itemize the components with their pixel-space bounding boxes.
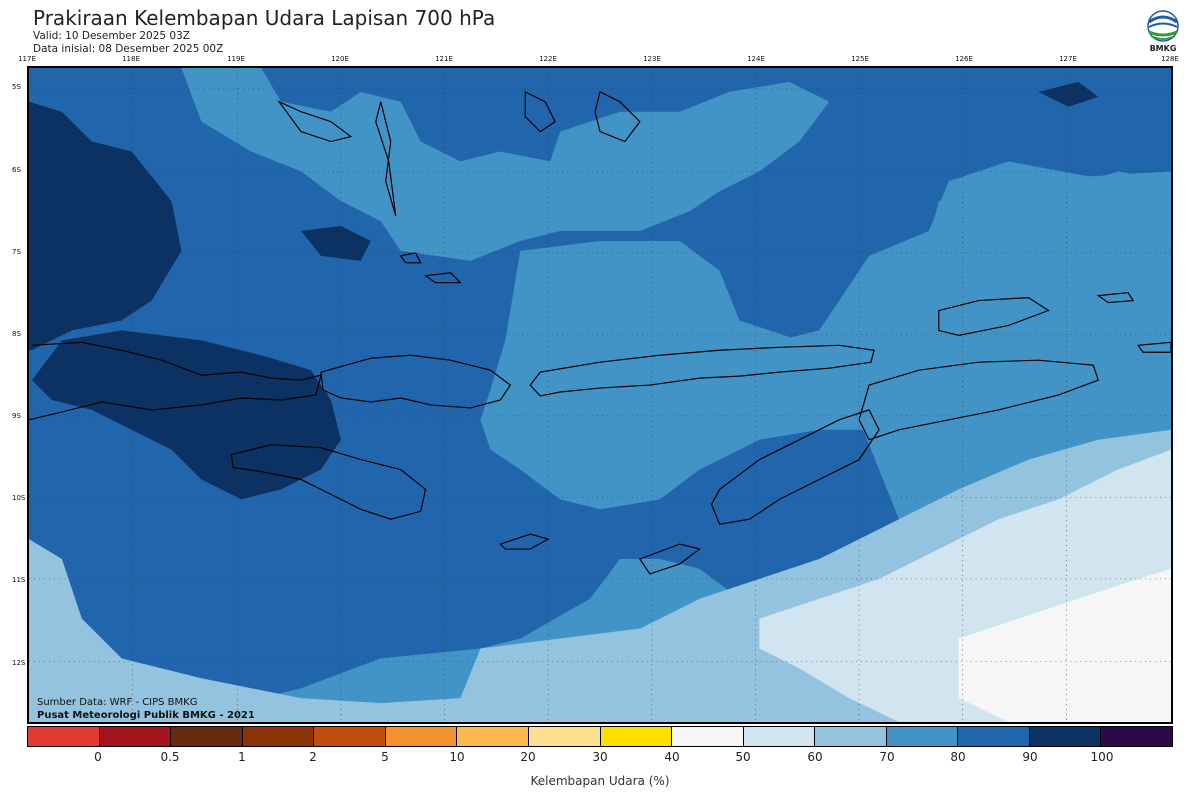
lon-label: 123E	[643, 55, 661, 63]
colorbar-segment	[242, 727, 315, 746]
coast-timor	[710, 409, 880, 525]
lon-label: 125E	[851, 55, 869, 63]
lon-label: 126E	[955, 55, 973, 63]
lat-label: 8S	[12, 330, 21, 338]
humidity-band-90-100-west	[29, 101, 182, 351]
coast-selayar	[277, 100, 353, 143]
coast-flores	[529, 344, 875, 397]
colorbar-segment	[528, 727, 601, 746]
colorbar-segment	[600, 727, 673, 746]
colorbar-segment	[385, 727, 458, 746]
coast-sulawesi-south	[375, 101, 397, 217]
lon-label: 119E	[227, 55, 245, 63]
colorbar-segment	[171, 727, 243, 746]
colorbar-segment	[886, 727, 959, 746]
lat-label: 5S	[12, 83, 21, 91]
lat-label: 12S	[12, 659, 26, 667]
colorbar-tick: 100	[1090, 750, 1114, 764]
coast-wetar-north	[938, 296, 1050, 336]
colorbar-tick: 0.5	[160, 750, 180, 764]
colorbar-tick: 0	[94, 750, 102, 764]
lat-label: 7S	[12, 248, 21, 256]
colorbar-segment	[28, 727, 100, 746]
credit-center: Pusat Meteorologi Publik BMKG - 2021	[37, 710, 255, 721]
colorbar-tick: 2	[309, 750, 317, 764]
coast-sumbawa	[320, 354, 512, 409]
colorbar-tick: 20	[520, 750, 536, 764]
colorbar-segment	[815, 727, 887, 746]
graticule	[29, 68, 1171, 722]
colorbar-tick: 1	[238, 750, 246, 764]
init-time: Data inisial: 08 Desember 2025 00Z	[33, 43, 224, 55]
colorbar-tick: 80	[950, 750, 966, 764]
colorbar-title: Kelembapan Udara (%)	[530, 774, 670, 788]
credit-source: Sumber Data: WRF - CIPS BMKG	[37, 697, 198, 708]
humidity-band-90-100-north	[301, 226, 371, 261]
colorbar-segment	[1029, 727, 1102, 746]
colorbar-segment	[314, 727, 386, 746]
map-canvas	[29, 68, 1171, 722]
colorbar-tick: 5	[381, 750, 389, 764]
coastlines	[29, 90, 1171, 575]
colorbar-segment	[99, 727, 172, 746]
humidity-band-70-80-sunda	[480, 240, 899, 510]
colorbar-tick: 70	[879, 750, 895, 764]
humidity-map[interactable]	[27, 66, 1173, 724]
colorbar-tick: 60	[807, 750, 823, 764]
colorbar-tick: 30	[592, 750, 608, 764]
colorbar-tick: 50	[735, 750, 751, 764]
humidity-band-70-80-north	[181, 68, 830, 261]
coast-wetar-east	[858, 359, 1100, 441]
lon-label: 127E	[1059, 55, 1077, 63]
lon-label: 117E	[18, 55, 36, 63]
colorbar	[27, 726, 1173, 747]
colorbar-tick: 40	[664, 750, 680, 764]
lon-label: 121E	[435, 55, 453, 63]
map-title: Prakiraan Kelembapan Udara Lapisan 700 h…	[33, 6, 496, 30]
humidity-band-90-100-lombok	[31, 330, 341, 500]
lon-label: 120E	[331, 55, 349, 63]
colorbar-segment	[958, 727, 1030, 746]
lon-label: 124E	[747, 55, 765, 63]
coast-savu-rote	[499, 533, 702, 575]
humidity-band-40-50-southeast	[958, 568, 1171, 722]
logo-text: BMKG	[1149, 44, 1177, 53]
coast-buton	[524, 90, 641, 143]
colorbar-segment	[743, 727, 816, 746]
lon-label: 122E	[539, 55, 557, 63]
lon-label: 118E	[122, 55, 140, 63]
bmkg-logo-icon	[1147, 10, 1179, 42]
coast-small-islands	[399, 252, 1171, 353]
lat-label: 10S	[12, 494, 26, 502]
lat-label: 6S	[12, 166, 21, 174]
colorbar-segment	[1101, 727, 1172, 746]
lat-label: 9S	[12, 412, 21, 420]
valid-time: Valid: 10 Desember 2025 03Z	[33, 30, 190, 42]
humidity-band-90-100-top	[1038, 81, 1099, 107]
colorbar-segment	[672, 727, 744, 746]
lat-label: 11S	[12, 576, 26, 584]
colorbar-segment	[457, 727, 529, 746]
coast-sumba	[230, 444, 427, 520]
colorbar-tick: 10	[449, 750, 465, 764]
lon-label: 128E	[1161, 55, 1179, 63]
colorbar-tick: 90	[1022, 750, 1038, 764]
